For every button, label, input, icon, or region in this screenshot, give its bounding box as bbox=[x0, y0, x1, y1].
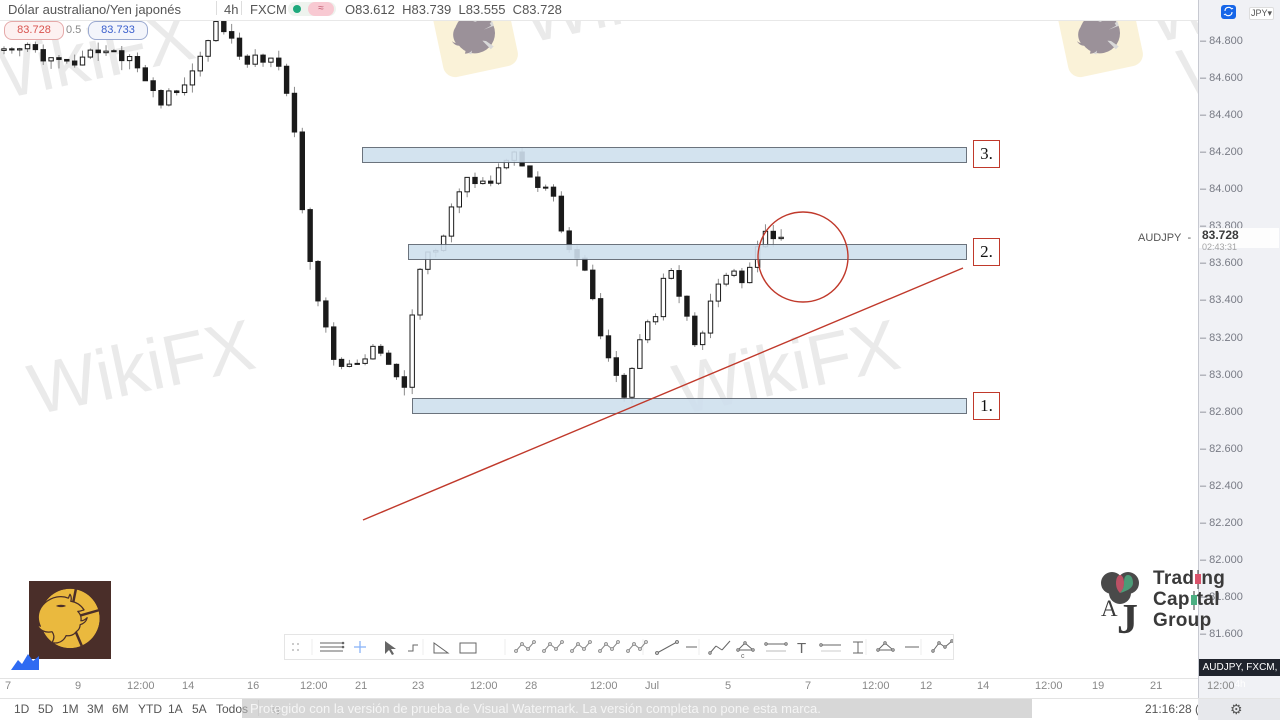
svg-text:A: A bbox=[1101, 596, 1118, 621]
svg-text:c: c bbox=[741, 653, 745, 659]
svg-text:J: J bbox=[1117, 597, 1138, 636]
svg-text:T: T bbox=[797, 640, 806, 657]
